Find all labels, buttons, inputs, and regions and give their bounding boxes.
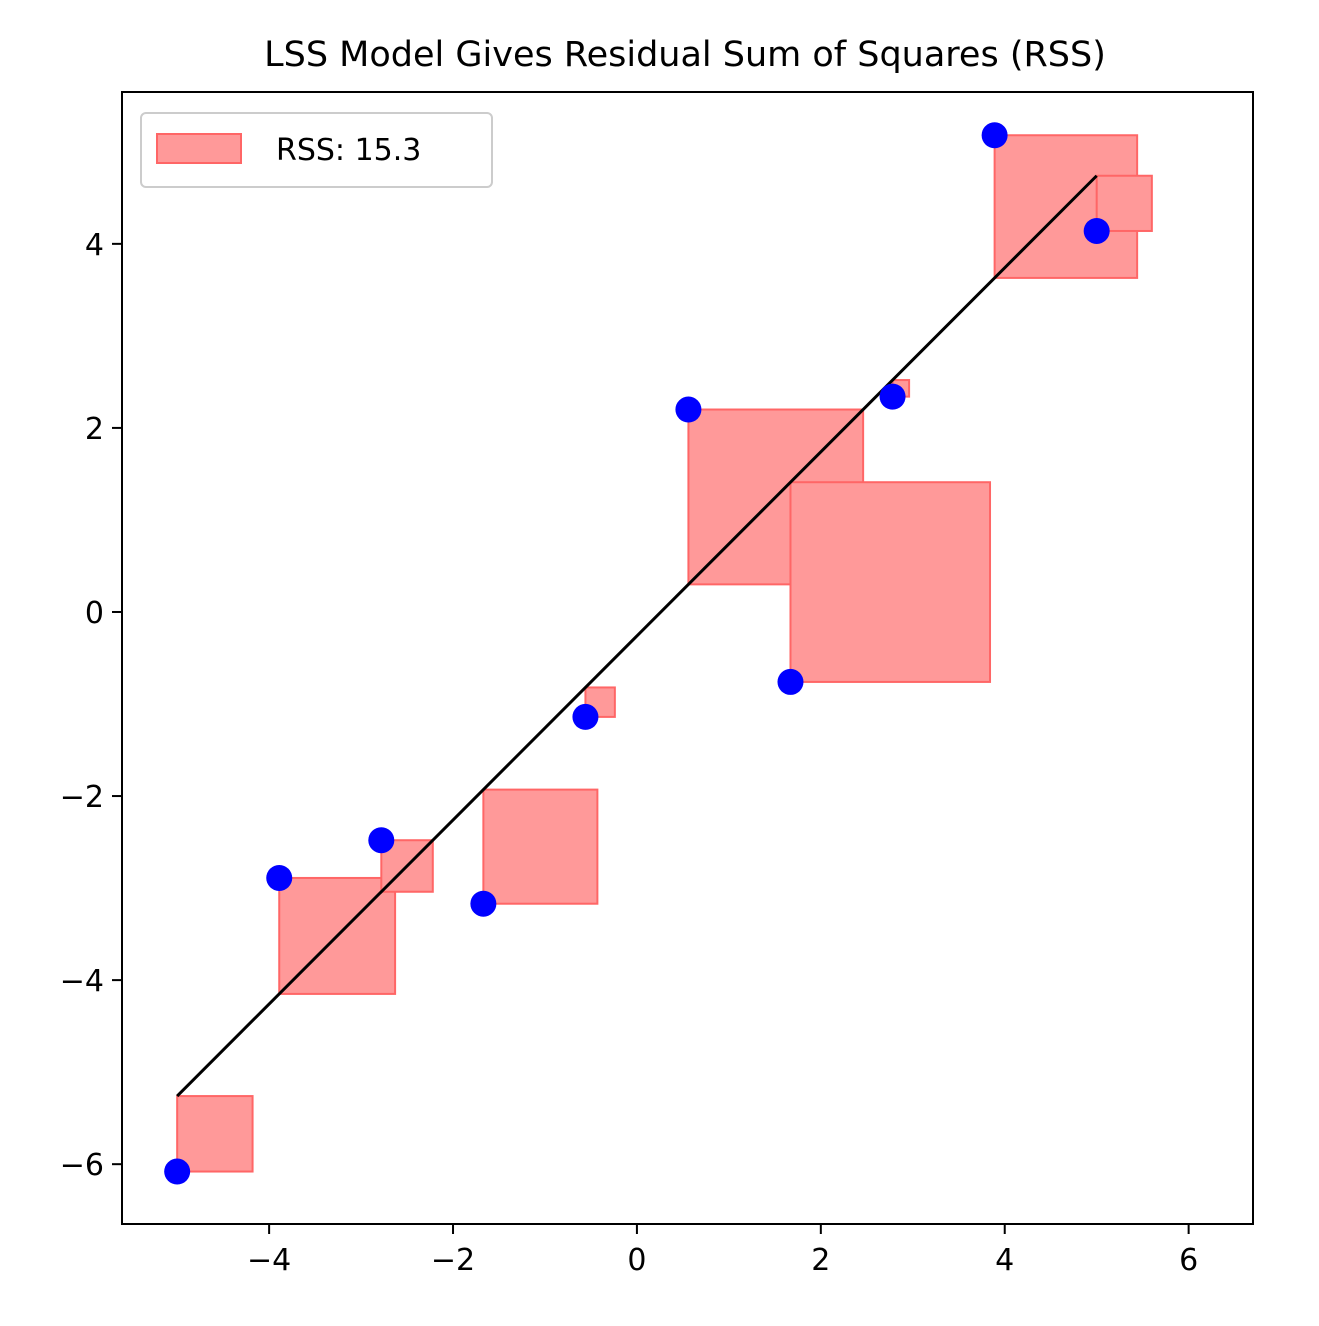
data-point xyxy=(1083,217,1110,244)
plot-area xyxy=(122,92,1253,1224)
data-point xyxy=(777,668,804,695)
y-tick-label: 2 xyxy=(85,412,104,447)
fit-line xyxy=(176,174,1098,1098)
data-point xyxy=(470,890,497,917)
x-tick-label: −4 xyxy=(247,1243,291,1278)
legend-label: RSS: 15.3 xyxy=(276,133,421,168)
residual-square xyxy=(789,481,992,683)
x-tick-label: 0 xyxy=(627,1243,646,1278)
data-points xyxy=(164,122,1110,1185)
data-point xyxy=(879,383,906,410)
residual-square xyxy=(176,1095,254,1173)
legend-box xyxy=(140,112,493,188)
chart-title: LSS Model Gives Residual Sum of Squares … xyxy=(264,35,1106,75)
y-axis-ticks: −6 −4 −2 0 2 4 xyxy=(60,228,122,1183)
data-point xyxy=(572,703,599,730)
legend: RSS: 15.3 xyxy=(140,112,493,188)
x-axis-ticks: −4 −2 0 2 4 6 xyxy=(247,1224,1198,1278)
data-point xyxy=(164,1158,191,1185)
y-tick-label: −4 xyxy=(60,964,104,999)
residual-square xyxy=(482,788,599,905)
data-point xyxy=(675,396,702,423)
data-point xyxy=(981,122,1008,149)
y-tick-label: −6 xyxy=(60,1148,104,1183)
x-tick-label: 6 xyxy=(1179,1243,1198,1278)
y-tick-label: 4 xyxy=(85,228,104,263)
x-tick-label: 2 xyxy=(811,1243,830,1278)
residual-square xyxy=(1095,174,1153,232)
plot-frame xyxy=(121,91,1254,1225)
x-tick-label: −2 xyxy=(431,1243,475,1278)
y-tick-label: −2 xyxy=(60,780,104,815)
legend-swatch xyxy=(156,133,242,164)
data-point xyxy=(266,864,293,891)
fit-line-layer xyxy=(176,174,1098,1098)
x-tick-label: 4 xyxy=(995,1243,1014,1278)
data-point xyxy=(368,827,395,854)
y-tick-label: 0 xyxy=(85,596,104,631)
